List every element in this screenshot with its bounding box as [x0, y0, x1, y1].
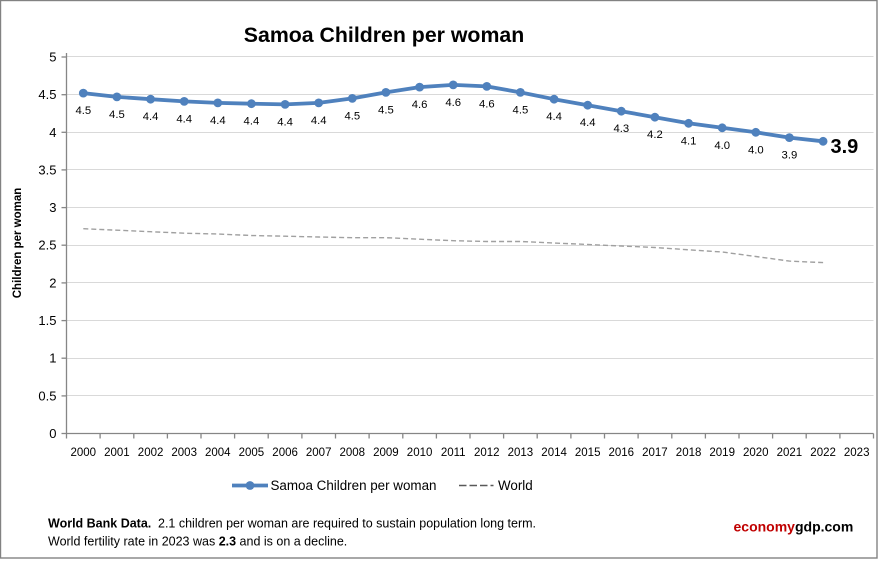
svg-text:4.6: 4.6: [479, 98, 495, 110]
svg-text:4.5: 4.5: [378, 104, 394, 116]
svg-text:5: 5: [49, 50, 56, 65]
svg-text:4.4: 4.4: [210, 115, 226, 127]
svg-text:4.5: 4.5: [109, 109, 125, 121]
svg-text:1.5: 1.5: [38, 313, 56, 328]
svg-text:3.5: 3.5: [38, 162, 56, 177]
svg-text:2013: 2013: [508, 447, 534, 459]
svg-text:2023: 2023: [844, 447, 870, 459]
svg-text:4.4: 4.4: [176, 113, 192, 125]
svg-text:4.5: 4.5: [75, 105, 91, 117]
svg-text:4.4: 4.4: [277, 116, 293, 128]
svg-text:2003: 2003: [171, 447, 197, 459]
svg-text:2008: 2008: [340, 447, 366, 459]
svg-text:4.4: 4.4: [580, 117, 596, 129]
svg-text:4.4: 4.4: [244, 116, 260, 128]
svg-text:4.0: 4.0: [714, 140, 730, 152]
svg-text:1: 1: [49, 351, 56, 366]
svg-text:4.2: 4.2: [647, 129, 663, 141]
svg-text:2016: 2016: [609, 447, 635, 459]
svg-text:2006: 2006: [272, 447, 298, 459]
svg-text:World: World: [498, 478, 533, 493]
svg-text:Children per woman: Children per woman: [12, 188, 24, 299]
svg-text:2010: 2010: [407, 447, 433, 459]
svg-text:4.4: 4.4: [311, 115, 327, 127]
svg-text:World fertility rate in 2023 w: World fertility rate in 2023 was 2.3 and…: [48, 535, 347, 549]
svg-text:2021: 2021: [777, 447, 803, 459]
svg-text:4.0: 4.0: [748, 144, 764, 156]
svg-text:2001: 2001: [104, 447, 130, 459]
svg-text:4.5: 4.5: [513, 104, 529, 116]
svg-text:4.1: 4.1: [681, 135, 697, 147]
svg-text:2011: 2011: [441, 447, 466, 459]
svg-text:2012: 2012: [474, 447, 500, 459]
svg-text:2000: 2000: [71, 447, 97, 459]
svg-text:World Bank Data.2.1 children p: World Bank Data. 2.1 children per woman a…: [48, 517, 536, 531]
svg-text:Samoa Children per woman: Samoa Children per woman: [271, 478, 437, 493]
svg-text:4.6: 4.6: [445, 97, 461, 109]
svg-text:2020: 2020: [743, 447, 769, 459]
svg-text:4.4: 4.4: [143, 111, 159, 123]
svg-text:2: 2: [49, 275, 56, 290]
svg-text:2015: 2015: [575, 447, 601, 459]
svg-text:2018: 2018: [676, 447, 702, 459]
svg-text:2004: 2004: [205, 447, 231, 459]
svg-text:Samoa Children per woman: Samoa Children per woman: [244, 23, 524, 47]
svg-text:2017: 2017: [642, 447, 668, 459]
svg-text:4.4: 4.4: [546, 111, 562, 123]
svg-text:4.3: 4.3: [613, 123, 629, 135]
svg-text:2007: 2007: [306, 447, 332, 459]
svg-text:4: 4: [49, 125, 56, 140]
svg-text:4.5: 4.5: [38, 87, 56, 102]
svg-text:2.5: 2.5: [38, 238, 56, 253]
svg-text:2005: 2005: [239, 447, 265, 459]
svg-text:4.5: 4.5: [344, 110, 360, 122]
svg-text:2014: 2014: [541, 447, 567, 459]
svg-text:3.9: 3.9: [782, 150, 798, 162]
svg-text:0.5: 0.5: [38, 388, 56, 403]
svg-text:3.9: 3.9: [831, 136, 859, 158]
svg-text:2022: 2022: [810, 447, 836, 459]
svg-text:2002: 2002: [138, 447, 164, 459]
svg-text:economygdp.com: economygdp.com: [734, 519, 854, 535]
svg-text:0: 0: [49, 426, 56, 441]
svg-text:3: 3: [49, 200, 56, 215]
svg-text:2009: 2009: [373, 447, 399, 459]
svg-text:2019: 2019: [709, 447, 735, 459]
svg-text:4.6: 4.6: [412, 99, 428, 111]
